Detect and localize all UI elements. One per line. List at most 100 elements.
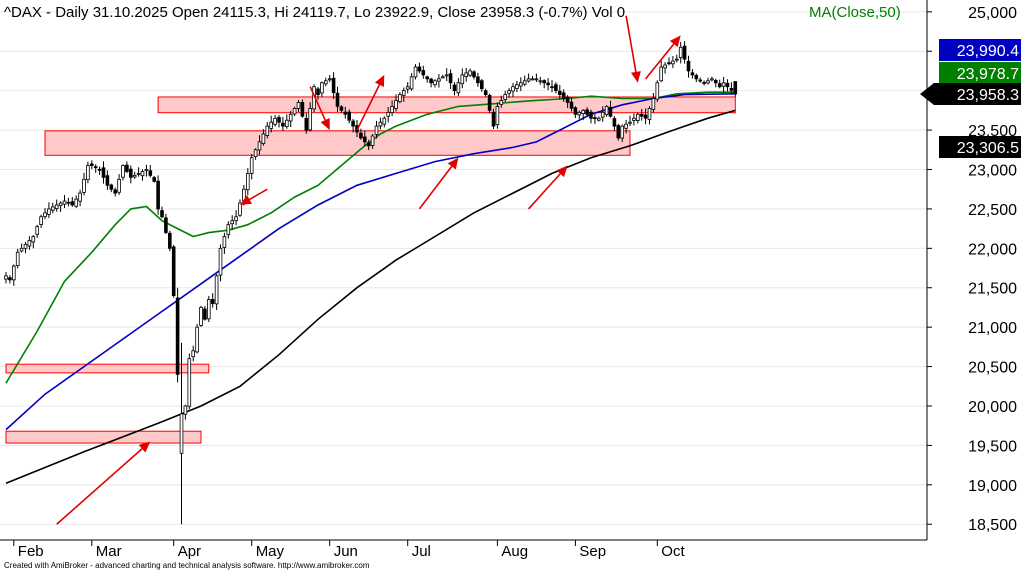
candle-body [284, 119, 289, 128]
candle-body [589, 111, 593, 119]
candle-body [503, 94, 507, 100]
candle-body [585, 109, 589, 115]
candle-body [733, 81, 738, 95]
candle-body [483, 90, 488, 95]
candle-body [101, 167, 106, 178]
candle-body [362, 136, 367, 143]
candle-body [394, 100, 398, 109]
candle-body [288, 113, 293, 122]
candle-body [429, 78, 433, 84]
candle-body [296, 102, 301, 109]
candle-body [82, 178, 86, 193]
y-tick-label: 23,000 [968, 162, 1017, 179]
candle-body [472, 71, 476, 78]
candle-body [300, 102, 305, 117]
candle-body [292, 107, 297, 115]
candle-body [183, 405, 188, 415]
candle-body [593, 117, 597, 120]
candle-body [19, 247, 24, 252]
candle-body [710, 78, 714, 81]
candle-body [460, 74, 465, 85]
candle-body [476, 76, 480, 84]
price-grid [0, 11, 927, 525]
candle-body [725, 82, 730, 88]
y-tick-label: 19,000 [968, 478, 1017, 495]
candle-body [413, 66, 418, 78]
annotation-arrow-head [630, 71, 641, 83]
candle-body [495, 106, 500, 126]
candle-body [125, 164, 129, 172]
candle-body [31, 236, 36, 243]
candle-body [628, 121, 632, 124]
price-tags: 23,990.4 23,978.7 23,958.3 23,306.5 [920, 39, 1021, 158]
candle-body [128, 168, 133, 178]
candle-body [604, 106, 609, 116]
candle-body [440, 76, 445, 79]
x-tick-label: Jun [334, 543, 358, 560]
candle-body [678, 46, 683, 59]
candle-body [23, 243, 28, 249]
candle-body [47, 208, 51, 215]
candle-body [542, 80, 546, 84]
ma-line [5, 91, 736, 384]
candle-body [636, 113, 640, 121]
candle-body [121, 165, 125, 178]
candle-body [675, 58, 679, 61]
candle-body [249, 157, 254, 174]
candle-body [226, 224, 231, 236]
candle-body [308, 107, 312, 131]
candle-body [90, 163, 94, 166]
candle-body [382, 117, 387, 125]
candle-body [444, 74, 449, 77]
candle-body [694, 75, 699, 80]
candle-body [261, 133, 266, 144]
candle-body [70, 201, 75, 206]
candle-body [351, 120, 355, 127]
candle-body [651, 98, 656, 110]
candle-body [390, 106, 394, 113]
candle-body [468, 70, 472, 76]
candle-body [456, 82, 461, 94]
candle-body [62, 200, 67, 205]
candle-body [550, 86, 554, 89]
candle-body [698, 79, 702, 82]
candle-body [667, 62, 671, 65]
candle-body [374, 125, 379, 135]
candle-body [405, 86, 410, 90]
annotation-arrows [56, 15, 681, 525]
candle-body [538, 80, 543, 83]
x-tick-label: Apr [178, 543, 201, 560]
annotation-arrow-head [669, 35, 681, 48]
candle-body [78, 192, 82, 202]
annotation-arrow-shaft [56, 448, 143, 525]
x-tick-label: Oct [661, 543, 685, 560]
candle-body [569, 101, 574, 109]
candle-body [663, 64, 667, 69]
candle-body [706, 80, 710, 84]
y-tick-label: 20,500 [968, 360, 1017, 377]
candlestick-series [4, 41, 738, 525]
y-tick-label: 22,000 [968, 241, 1017, 258]
candle-body [54, 204, 59, 209]
candle-body [401, 90, 406, 96]
zone-box [5, 430, 202, 444]
candle-body [507, 90, 511, 94]
candle-body [554, 84, 558, 92]
candle-body [511, 86, 515, 92]
candle-body [105, 175, 110, 186]
candle-body [214, 275, 219, 305]
candle-body [464, 72, 468, 77]
candle-body [160, 210, 164, 218]
candle-body [366, 142, 371, 147]
x-tick-label: Jul [412, 543, 431, 560]
candle-body [546, 82, 550, 86]
ma-line [5, 109, 736, 484]
candle-body [93, 166, 98, 169]
candle-body [370, 135, 375, 146]
candle-body [316, 88, 320, 95]
price-tag [920, 83, 1021, 105]
candle-body [257, 141, 262, 151]
candle-body [327, 78, 332, 81]
candle-body [702, 82, 706, 84]
zone-box [44, 130, 631, 156]
